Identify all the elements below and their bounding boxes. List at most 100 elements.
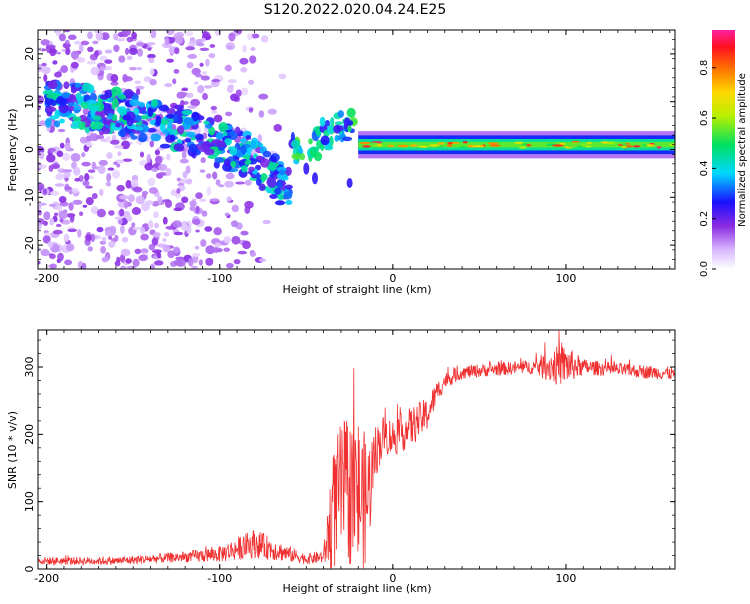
heatmap-cell	[319, 116, 326, 127]
heatmap-cell	[55, 30, 61, 37]
heatmap-cell	[184, 31, 194, 37]
heatmap-cell	[285, 200, 293, 205]
heatmap-cell	[134, 248, 142, 255]
heatmap-cell	[165, 168, 172, 176]
heatmap-cell	[248, 107, 254, 113]
heatmap-cell	[52, 229, 63, 235]
heatmap-cell	[206, 186, 212, 196]
heatmap-cell	[146, 128, 157, 133]
heatmap-cell	[64, 186, 72, 190]
heatmap-cell	[148, 57, 155, 64]
heatmap-cell	[197, 84, 205, 94]
heatmap-cell	[79, 136, 88, 144]
heatmap-cell	[235, 181, 246, 185]
heatmap-cell	[64, 30, 71, 33]
heatmap-cell	[274, 200, 286, 206]
heatmap-cell	[52, 60, 58, 65]
heatmap-cell	[154, 155, 163, 165]
heatmap-cell	[48, 203, 57, 207]
colorbar-label: Normalized spectral amplitude	[737, 73, 748, 227]
heatmap-cell	[172, 220, 182, 228]
heatmap-cell	[38, 182, 45, 191]
heatmap-cell	[369, 142, 377, 145]
heatmap-cell	[227, 79, 237, 84]
heatmap-cell	[54, 183, 65, 187]
heatmap-cell	[151, 98, 159, 108]
heatmap-cells	[38, 30, 675, 269]
heatmap-cell	[387, 144, 395, 148]
heatmap-cell	[205, 257, 214, 263]
snr-series	[38, 330, 675, 569]
heatmap-cell	[49, 217, 55, 226]
heatmap-cell	[130, 179, 139, 188]
heatmap-cell	[621, 145, 628, 149]
heatmap-cell	[55, 51, 62, 55]
heatmap-cell	[64, 47, 71, 56]
heatmap-cell	[162, 238, 167, 242]
snr-panel: -200 -100 0 100 0 100 200 300 Height of straigh…	[6, 329, 676, 595]
heatmap-cell	[162, 244, 171, 253]
heatmap-cell	[224, 212, 230, 217]
heatmap-cell	[208, 52, 216, 59]
heatmap-cell	[204, 226, 213, 232]
heatmap-cell	[164, 37, 170, 46]
heatmap-cell	[90, 233, 96, 243]
heatmap-cell	[172, 78, 177, 85]
heatmap-cell	[140, 233, 149, 241]
heatmap-cell	[248, 166, 256, 172]
heatmap-cell	[185, 225, 192, 234]
heatmap-cell	[176, 91, 186, 99]
heatmap-cell	[607, 142, 615, 145]
heatmap-cell	[191, 111, 200, 122]
heatmap-cell	[81, 161, 91, 167]
heatmap-cell	[47, 80, 58, 89]
heatmap-cell	[140, 248, 149, 254]
spectrogram-xtick-label: 0	[389, 272, 396, 285]
heatmap-cell	[38, 151, 45, 160]
heatmap-cell	[119, 253, 126, 263]
heatmap-cell	[144, 163, 154, 171]
heatmap-cell	[173, 114, 179, 123]
heatmap-cell	[149, 78, 157, 86]
heatmap-cell	[123, 88, 134, 99]
heatmap-cell	[207, 154, 218, 159]
heatmap-cell	[120, 248, 131, 257]
heatmap-cell	[320, 135, 330, 146]
heatmap-cell	[40, 249, 50, 257]
heatmap-cell	[228, 32, 236, 42]
heatmap-cell	[235, 89, 242, 97]
heatmap-cell	[240, 87, 249, 96]
heatmap-cell	[233, 258, 241, 265]
heatmap-cell	[118, 55, 126, 63]
heatmap-cell	[522, 143, 528, 146]
heatmap-cell	[257, 134, 263, 143]
heatmap-cell	[269, 194, 278, 199]
heatmap-cell	[246, 147, 252, 153]
heatmap-cell	[99, 188, 104, 196]
heatmap-cell	[111, 86, 122, 96]
heatmap-cell	[64, 259, 73, 266]
colorbar-tick-label: 0.0	[699, 261, 710, 277]
spectrogram-xtick-label: 100	[555, 272, 576, 285]
heatmap-cell	[87, 169, 96, 173]
heatmap-cell	[258, 110, 265, 118]
colorbar: 0.0 0.2 0.4 0.6 0.8 Normalized spectral ampl…	[699, 30, 748, 277]
colorbar-tick-label: 0.2	[699, 211, 710, 227]
heatmap-cell	[38, 202, 42, 210]
heatmap-cell	[460, 145, 466, 149]
heatmap-cell	[129, 66, 137, 71]
heatmap-cell	[312, 146, 320, 153]
heatmap-cell	[291, 139, 301, 149]
heatmap-cell	[141, 110, 148, 115]
heatmap-cell	[58, 195, 67, 204]
heatmap-cell	[174, 47, 180, 55]
heatmap-cell	[225, 262, 234, 269]
heatmap-cell	[185, 178, 193, 185]
heatmap-cell	[108, 240, 116, 248]
heatmap-cell	[82, 107, 90, 116]
heatmap-cell	[92, 115, 102, 121]
heatmap-cell	[259, 173, 268, 181]
heatmap-cell	[214, 156, 224, 164]
heatmap-cell	[155, 115, 162, 126]
